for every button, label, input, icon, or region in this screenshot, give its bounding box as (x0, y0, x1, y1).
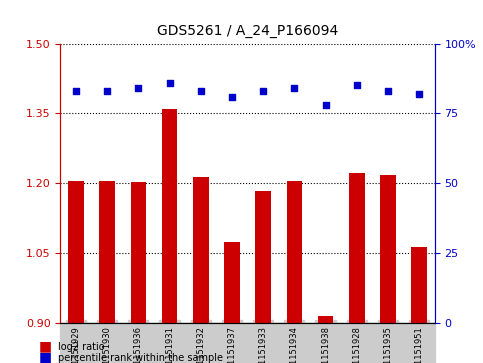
Bar (123, 323, 154, 363)
Bar (349, 173, 365, 323)
Bar (341, 323, 372, 363)
Bar (68, 181, 84, 323)
Bar (193, 177, 209, 323)
Point (103, 88, 111, 94)
Point (228, 94, 236, 99)
Bar (185, 323, 216, 363)
Bar (310, 323, 341, 363)
Text: log2 ratio: log2 ratio (58, 342, 105, 352)
Point (353, 82, 361, 88)
Bar (256, 191, 271, 323)
Point (384, 88, 392, 94)
Point (415, 91, 423, 97)
Bar (372, 323, 403, 363)
Point (322, 102, 329, 108)
Point (166, 80, 173, 86)
Bar (380, 175, 396, 323)
Text: ■: ■ (39, 340, 52, 354)
Bar (216, 323, 248, 363)
Bar (224, 242, 240, 323)
Bar (162, 109, 177, 323)
Point (134, 85, 142, 91)
Bar (318, 316, 333, 323)
Bar (247, 323, 279, 363)
Bar (412, 247, 427, 323)
Point (72, 88, 80, 94)
Point (290, 85, 298, 91)
Bar (130, 182, 146, 323)
Bar (60, 323, 92, 363)
Text: ■: ■ (39, 351, 52, 363)
Text: percentile rank within the sample: percentile rank within the sample (58, 352, 223, 363)
Bar (92, 323, 123, 363)
Bar (279, 323, 310, 363)
Point (259, 88, 267, 94)
Bar (286, 181, 302, 323)
Title: GDS5261 / A_24_P166094: GDS5261 / A_24_P166094 (157, 24, 338, 38)
Bar (403, 323, 435, 363)
Point (197, 88, 205, 94)
Bar (154, 323, 185, 363)
Bar (99, 181, 115, 323)
